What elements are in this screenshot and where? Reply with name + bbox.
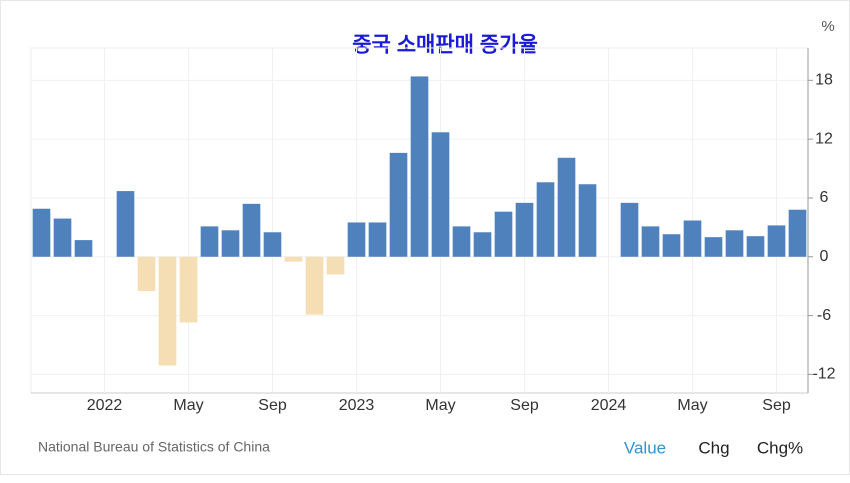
x-tick-label: Sep <box>258 397 287 414</box>
y-tick-label: 0 <box>820 248 829 265</box>
bar <box>284 256 303 262</box>
bar <box>452 226 471 257</box>
bar <box>704 237 723 257</box>
y-tick-label: 12 <box>815 130 833 147</box>
x-tick-label: Sep <box>510 397 539 414</box>
bar <box>746 236 765 257</box>
unit-label: % <box>821 18 834 35</box>
y-tick-label: -12 <box>812 366 835 383</box>
bar <box>494 211 513 257</box>
source: National Bureau of Statistics of China <box>38 439 270 455</box>
chart-title: 중국 소매판매 증가율 <box>352 34 538 57</box>
x-tick-label: 2024 <box>591 397 627 414</box>
bar <box>767 225 786 257</box>
x-tick-label: May <box>173 397 203 414</box>
bar <box>683 220 702 257</box>
bar <box>221 230 240 257</box>
bar <box>158 256 177 366</box>
y-tick-label: 6 <box>820 189 829 206</box>
bar <box>116 191 135 257</box>
x-tick-label: May <box>425 397 455 414</box>
bar <box>137 256 156 292</box>
bar <box>473 232 492 257</box>
tab-button[interactable]: Value <box>624 438 666 457</box>
bar <box>431 132 450 257</box>
bar <box>620 202 639 257</box>
bar <box>557 157 576 257</box>
bar <box>74 240 93 257</box>
bar <box>347 222 366 257</box>
bar <box>725 230 744 257</box>
bar <box>32 208 51 257</box>
tab-button[interactable]: Chg% <box>757 438 803 457</box>
x-tick-label: 2023 <box>339 397 375 414</box>
bar <box>578 184 597 257</box>
bar <box>662 234 681 257</box>
x-tick-label: Sep <box>762 397 791 414</box>
x-tick-label: 2022 <box>87 397 123 414</box>
bar <box>368 222 387 257</box>
y-tick-label: 18 <box>815 72 833 89</box>
bar <box>788 209 807 257</box>
bar <box>410 76 429 257</box>
bar <box>305 256 324 315</box>
bar <box>515 202 534 257</box>
tab-button[interactable]: Chg <box>698 438 729 457</box>
x-tick-label: May <box>677 397 707 414</box>
y-tick-label: -6 <box>817 307 831 324</box>
bar <box>200 226 219 257</box>
bar <box>179 256 198 323</box>
bar <box>263 232 282 257</box>
bar <box>641 226 660 257</box>
bar <box>242 203 261 257</box>
bar <box>389 152 408 257</box>
bar <box>326 256 345 275</box>
bar <box>536 182 555 257</box>
bar <box>53 218 72 257</box>
